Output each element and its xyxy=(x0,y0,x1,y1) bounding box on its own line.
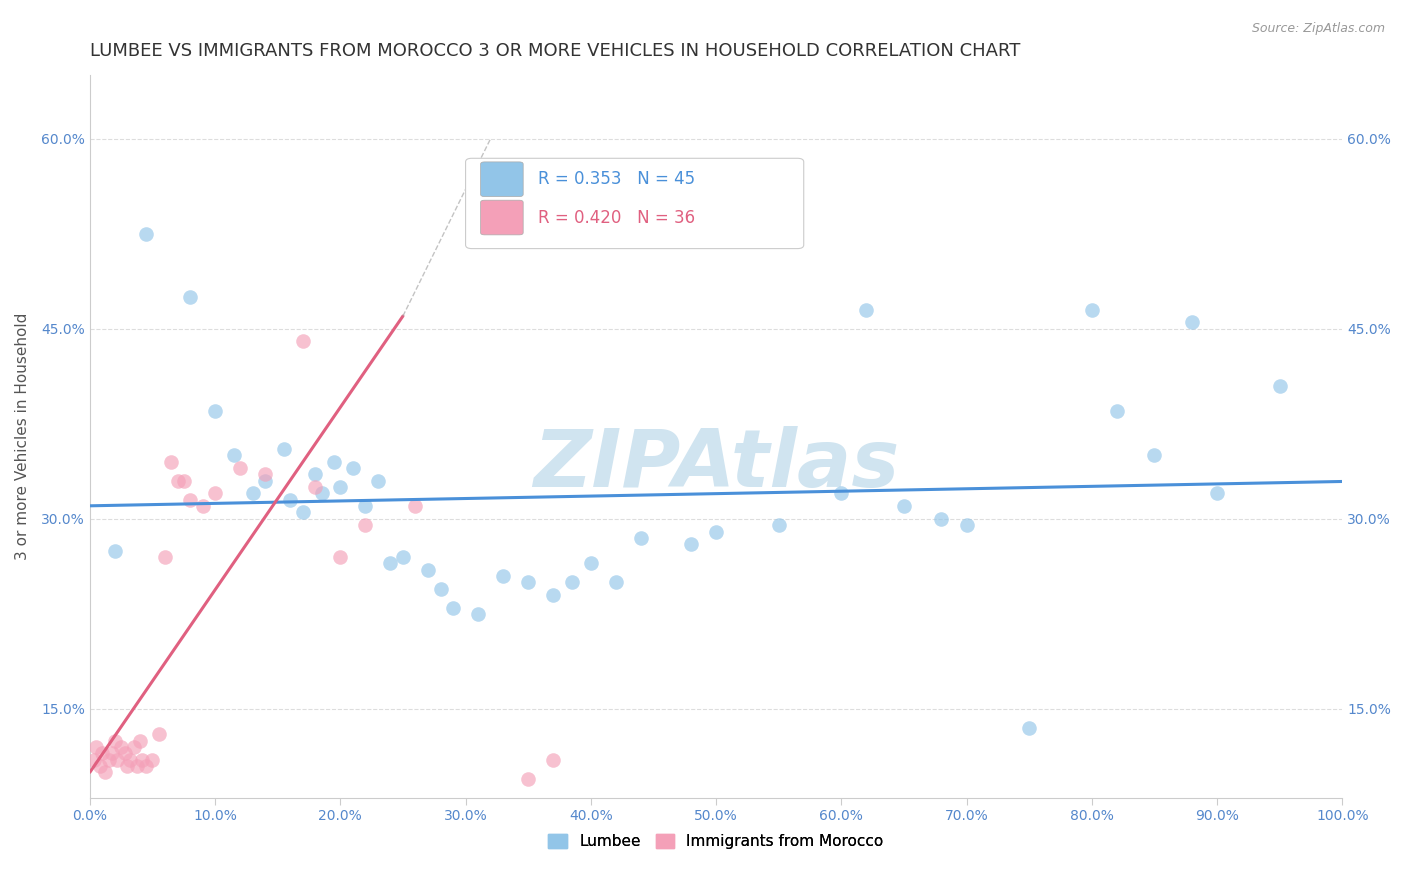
Point xyxy=(541,588,564,602)
Point xyxy=(91,747,114,761)
Text: R = 0.353   N = 45: R = 0.353 N = 45 xyxy=(538,170,696,188)
Point xyxy=(931,512,953,526)
Point xyxy=(441,600,464,615)
Point xyxy=(179,492,201,507)
Point xyxy=(893,499,915,513)
Point xyxy=(1018,721,1040,735)
Point xyxy=(273,442,295,456)
Point xyxy=(191,499,214,513)
Point xyxy=(304,467,326,482)
Point xyxy=(117,759,139,773)
Point xyxy=(166,474,188,488)
Point xyxy=(329,549,352,564)
Point xyxy=(135,227,157,241)
Point xyxy=(94,765,117,780)
Point xyxy=(1105,404,1128,418)
Point xyxy=(104,543,127,558)
Point xyxy=(129,733,152,747)
Point xyxy=(173,474,195,488)
Point xyxy=(222,449,245,463)
Point xyxy=(679,537,702,551)
Point xyxy=(768,518,790,533)
Point xyxy=(392,549,415,564)
Point xyxy=(97,753,120,767)
Point xyxy=(329,480,352,494)
Point xyxy=(1268,378,1291,392)
Point xyxy=(1143,449,1166,463)
Point xyxy=(135,759,157,773)
Point xyxy=(605,575,627,590)
Point xyxy=(127,759,149,773)
Point xyxy=(517,772,540,786)
Point xyxy=(354,518,377,533)
Point xyxy=(104,733,127,747)
Point xyxy=(429,582,451,596)
Point xyxy=(323,455,346,469)
Point xyxy=(367,474,389,488)
Point xyxy=(204,404,226,418)
Point xyxy=(118,753,141,767)
Point xyxy=(1206,486,1229,500)
Point xyxy=(254,467,277,482)
Point xyxy=(179,290,201,304)
FancyBboxPatch shape xyxy=(481,162,523,196)
Point xyxy=(105,753,128,767)
Point xyxy=(131,753,153,767)
Point xyxy=(517,575,540,590)
Point xyxy=(254,474,277,488)
Point xyxy=(830,486,852,500)
Point xyxy=(204,486,226,500)
Point xyxy=(84,739,107,754)
Point xyxy=(561,575,583,590)
Point xyxy=(492,569,515,583)
Point xyxy=(354,499,377,513)
Point xyxy=(153,549,176,564)
Point xyxy=(242,486,264,500)
Point xyxy=(141,753,163,767)
Point xyxy=(83,753,105,767)
Point xyxy=(541,753,564,767)
Point xyxy=(630,531,652,545)
Point xyxy=(110,739,132,754)
Text: ZIPAtlas: ZIPAtlas xyxy=(533,426,900,504)
Point xyxy=(416,562,439,576)
Point xyxy=(579,556,602,570)
Point xyxy=(855,302,877,317)
Point xyxy=(1181,315,1204,329)
Point xyxy=(278,492,301,507)
Point xyxy=(342,461,364,475)
Point xyxy=(122,739,145,754)
FancyBboxPatch shape xyxy=(465,158,804,249)
Point xyxy=(291,506,314,520)
Point xyxy=(380,556,402,570)
Point xyxy=(160,455,183,469)
Point xyxy=(1081,302,1104,317)
Y-axis label: 3 or more Vehicles in Household: 3 or more Vehicles in Household xyxy=(15,313,30,560)
Point xyxy=(467,607,489,621)
Point xyxy=(311,486,333,500)
Point xyxy=(89,759,111,773)
Text: Source: ZipAtlas.com: Source: ZipAtlas.com xyxy=(1251,22,1385,36)
Point xyxy=(304,480,326,494)
Text: LUMBEE VS IMMIGRANTS FROM MOROCCO 3 OR MORE VEHICLES IN HOUSEHOLD CORRELATION CH: LUMBEE VS IMMIGRANTS FROM MOROCCO 3 OR M… xyxy=(90,42,1021,60)
Point xyxy=(101,747,124,761)
Point xyxy=(148,727,170,741)
Point xyxy=(405,499,427,513)
Point xyxy=(114,747,136,761)
Point xyxy=(291,334,314,349)
Point xyxy=(229,461,252,475)
Point xyxy=(955,518,977,533)
Text: R = 0.420   N = 36: R = 0.420 N = 36 xyxy=(538,209,696,227)
Point xyxy=(704,524,727,539)
FancyBboxPatch shape xyxy=(481,200,523,235)
Legend: Lumbee, Immigrants from Morocco: Lumbee, Immigrants from Morocco xyxy=(543,828,890,855)
